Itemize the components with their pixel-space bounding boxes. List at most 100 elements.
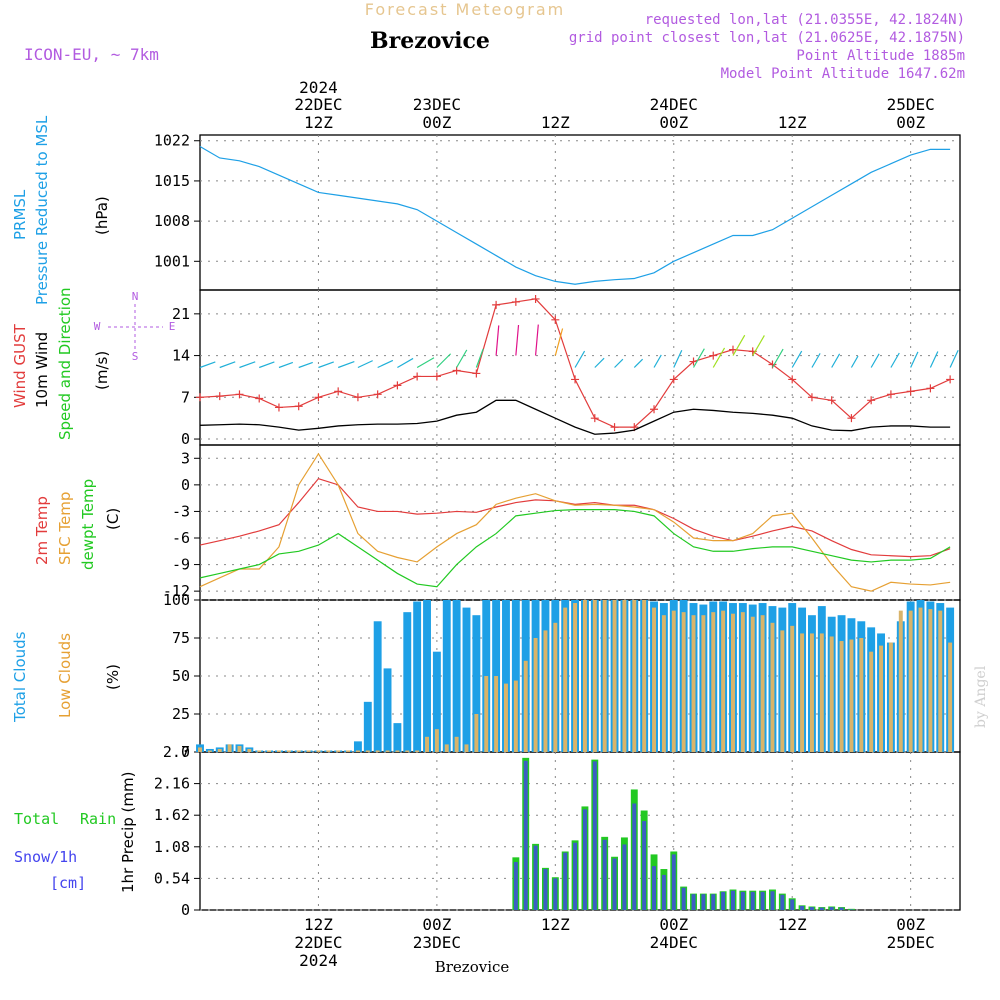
wind-arrow: [318, 361, 334, 369]
snow-bar: [523, 760, 528, 910]
gust-point: [314, 393, 323, 402]
wind-labels: Wind GUST 10m Wind Speed and Direction (…: [11, 287, 175, 440]
y-tick-label: 3: [181, 449, 190, 467]
pressure-label-desc: Pressure Reduced to MSL: [33, 115, 51, 305]
top-day-label: 24DEC: [650, 95, 698, 114]
snow-bar: [681, 887, 686, 910]
low-cloud-bar: [207, 750, 212, 752]
low-cloud-bar: [661, 615, 666, 752]
y-tick-label: -12: [163, 582, 190, 600]
low-cloud-bar: [760, 615, 765, 752]
panel-frame-2: [199, 444, 961, 601]
snow-bar: [563, 852, 568, 910]
low-cloud-bar: [849, 639, 854, 752]
low-cloud-bar: [276, 750, 281, 752]
low-cloud-bar: [385, 750, 390, 752]
precip-label-total: Total: [14, 810, 59, 828]
snow-bar: [661, 874, 666, 910]
total-cloud-bar: [472, 615, 481, 752]
wind-arrow: [752, 335, 765, 356]
low-cloud-bar: [869, 651, 874, 752]
snow-bar: [711, 894, 716, 910]
gust-point: [432, 372, 441, 381]
low-cloud-bar: [701, 615, 706, 752]
low-cloud-bar: [592, 600, 597, 752]
low-cloud-bar: [750, 616, 755, 752]
low-cloud-bar: [474, 714, 479, 752]
wind-arrow: [653, 354, 662, 368]
snow-bar: [800, 905, 805, 910]
low-cloud-bar: [740, 612, 745, 752]
snow-bar: [533, 845, 538, 910]
watermark: by Angel: [973, 665, 989, 728]
low-cloud-bar: [671, 610, 676, 752]
y-tick-label: -9: [172, 556, 190, 574]
snow-bar: [770, 891, 775, 910]
temp-unit: (C): [104, 508, 122, 530]
y-tick-label: 14: [172, 347, 190, 365]
snow-bar: [592, 761, 597, 910]
wind-arrow: [416, 357, 435, 369]
low-cloud-bar: [375, 750, 380, 752]
low-cloud-bar: [879, 645, 884, 752]
snow-bar: [691, 894, 696, 910]
compass-w: W: [94, 320, 101, 333]
low-cloud-bar: [434, 729, 439, 752]
temp-labels: 2m Temp SFC Temp dewpt Temp (C): [33, 479, 122, 570]
wind-arrow: [692, 348, 705, 368]
low-cloud-bar: [573, 603, 578, 752]
point-altitude: Point Altitude 1885m: [796, 48, 965, 64]
temp-sfc-line: [199, 452, 951, 592]
top-day-label: 23DEC: [413, 95, 461, 114]
snow-bar: [760, 891, 765, 910]
pressure-unit: (hPa): [93, 196, 111, 235]
panel-frame-0: [199, 134, 961, 291]
wind-unit: (m/s): [93, 351, 111, 390]
cloud-label-total: Total Clouds: [11, 631, 29, 723]
gust-point: [215, 392, 224, 401]
top-hour-label: 00Z: [422, 113, 451, 132]
low-cloud-bar: [227, 744, 232, 752]
gust-point: [255, 394, 264, 403]
top-hour-label: 12Z: [541, 113, 570, 132]
low-cloud-bar: [642, 600, 647, 752]
low-cloud-bar: [859, 638, 864, 752]
compass-s: S: [132, 350, 139, 363]
low-cloud-bar: [829, 636, 834, 752]
top-hour-label: 12Z: [778, 113, 807, 132]
snow-bar: [612, 858, 617, 910]
gust-point: [886, 390, 895, 399]
total-cloud-bar: [383, 668, 392, 752]
low-cloud-bar: [365, 750, 370, 752]
gust-point: [906, 387, 915, 396]
cloud-labels: Total Clouds Low Clouds (%): [11, 631, 122, 723]
gust-point: [827, 396, 836, 405]
wind-arrow: [534, 324, 539, 356]
snow-bar: [790, 899, 795, 910]
low-cloud-bar: [819, 633, 824, 752]
wind-arrow: [436, 353, 452, 368]
snow-bar: [780, 894, 785, 910]
gust-point: [235, 390, 244, 399]
wind-arrow: [475, 348, 484, 368]
low-cloud-bar: [800, 633, 805, 752]
low-cloud-bar: [286, 750, 291, 752]
gust-point: [492, 300, 501, 309]
gust-point: [610, 423, 619, 432]
wind-arrow: [495, 325, 500, 356]
y-tick-label: 2.16: [154, 775, 190, 793]
low-cloud-bar: [355, 750, 360, 752]
wind-arrow: [850, 355, 859, 368]
low-cloud-bar: [612, 600, 617, 752]
snow-bar: [750, 891, 755, 910]
top-day-label: 25DEC: [887, 95, 935, 114]
y-tick-label: -6: [172, 529, 190, 547]
low-cloud-bar: [198, 747, 202, 752]
gust-point: [413, 372, 422, 381]
precip-label-snow: Snow/1h: [14, 848, 77, 866]
low-cloud-bar: [425, 736, 429, 752]
low-cloud-bar: [721, 610, 726, 752]
wind-arrow: [456, 349, 468, 368]
temp-2m-line: [199, 477, 951, 558]
low-cloud-bar: [247, 748, 252, 752]
